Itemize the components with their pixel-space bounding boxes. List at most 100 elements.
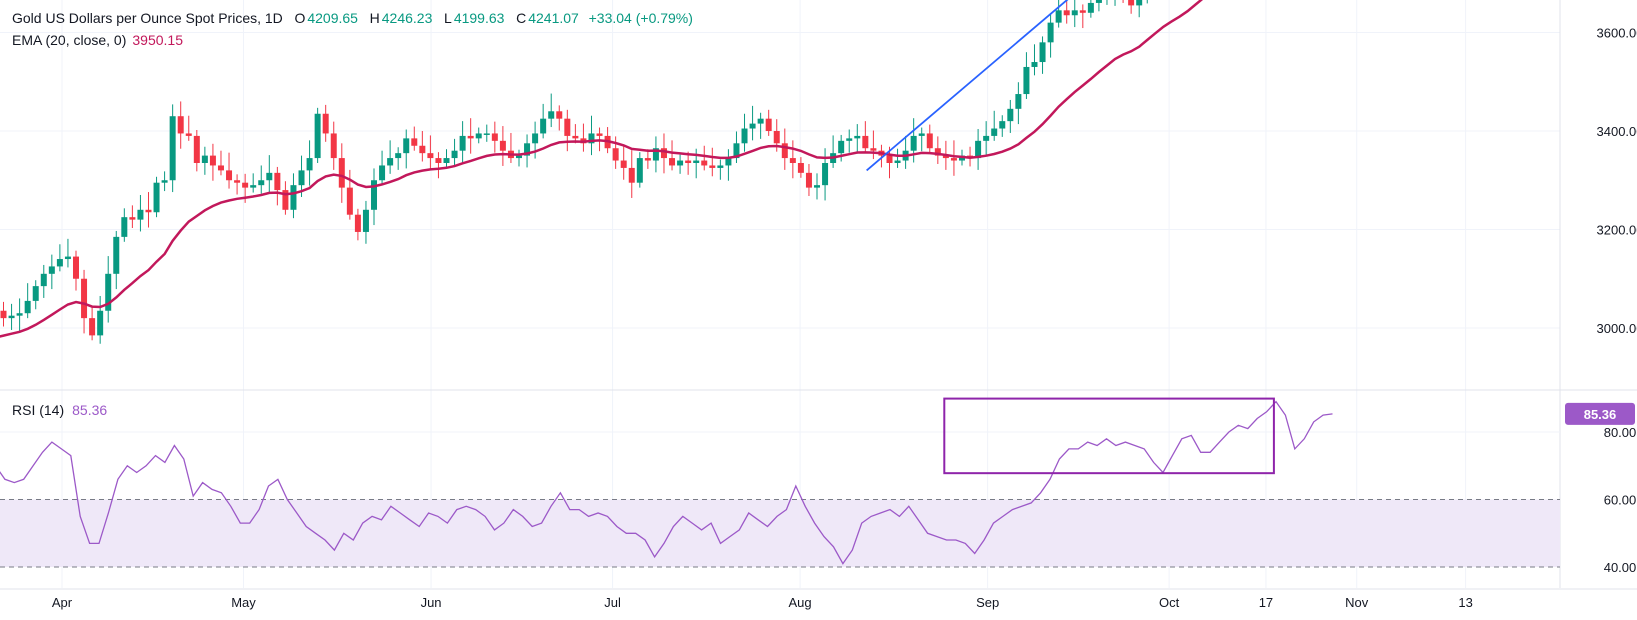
candle-body	[741, 128, 748, 144]
candle-body	[1047, 22, 1054, 43]
candle-body	[781, 143, 788, 159]
axes-labels: 4400.004200.004000.003800.003600.003400.…	[52, 25, 1637, 610]
rsi-tick-label: 80.00	[1604, 425, 1637, 440]
candle-body	[588, 133, 595, 144]
time-tick-label: 17	[1259, 595, 1273, 610]
candle-body	[274, 172, 281, 191]
candle-body	[177, 116, 184, 134]
candle-body	[548, 111, 555, 119]
candle-body	[1136, 0, 1143, 6]
candle-body	[709, 165, 716, 168]
time-tick-label: Apr	[52, 595, 73, 610]
candle-body	[950, 158, 957, 161]
candle-body	[524, 143, 531, 156]
candle-body	[805, 172, 812, 188]
candle-body	[56, 259, 63, 267]
rsi-badge-bg	[1565, 402, 1635, 425]
candle-body	[338, 158, 345, 188]
low-label: L	[444, 10, 452, 26]
rsi-legend: RSI (14) 85.36	[12, 402, 107, 418]
candle-body	[773, 130, 780, 144]
candle-body	[105, 273, 112, 311]
high-value: 4246.23	[381, 10, 433, 26]
time-tick-label: Sep	[976, 595, 999, 610]
candle-body	[749, 123, 756, 129]
candle-body	[97, 310, 104, 336]
candle-body	[975, 140, 982, 159]
candle-body	[1087, 2, 1094, 13]
candle-body	[169, 116, 176, 181]
candle-body	[910, 135, 917, 151]
candle-body	[1128, 0, 1135, 6]
candle-body	[145, 209, 152, 213]
candle-body	[612, 148, 619, 161]
candle-body	[757, 118, 764, 124]
candle-body	[838, 140, 845, 154]
rsi-tick-label: 60.00	[1604, 493, 1637, 508]
candle-body	[540, 118, 547, 134]
candle-body	[499, 140, 506, 151]
candle-body	[822, 163, 829, 186]
candle-body	[258, 180, 265, 186]
candle-body	[1071, 10, 1078, 16]
candle-body	[250, 185, 257, 188]
candle-body	[1095, 0, 1102, 3]
candle-body	[1031, 62, 1038, 67]
candle-body	[24, 300, 31, 314]
candle-body	[362, 209, 369, 232]
rsi-tick-label: 40.00	[1604, 560, 1637, 575]
time-tick-label: 13	[1458, 595, 1472, 610]
price-legend: Gold US Dollars per Ounce Spot Prices, 1…	[12, 10, 693, 26]
close-value: 4241.07	[528, 10, 579, 26]
candle-body	[652, 148, 659, 161]
candle-body	[556, 111, 563, 119]
candle-body	[467, 135, 474, 139]
candle-body	[298, 170, 305, 186]
candle-body	[1039, 42, 1046, 63]
candle-body	[870, 148, 877, 151]
candle-body	[926, 133, 933, 149]
badges-layer: 4241.073950.1585.36	[1565, 402, 1635, 425]
ema-label: EMA (20, close, 0)	[12, 32, 127, 48]
candle-body	[644, 158, 651, 161]
candle-body	[242, 182, 249, 188]
price-tick-label: 3200.00	[1597, 222, 1637, 237]
candle-body	[290, 185, 297, 210]
rsi-neutral-band	[0, 499, 1560, 567]
candle-body	[693, 160, 700, 163]
candle-body	[379, 165, 386, 181]
candle-body	[314, 113, 321, 159]
candle-body	[121, 217, 128, 237]
candle-body	[371, 180, 378, 210]
candle-body	[483, 133, 490, 135]
candles	[0, 0, 1148, 344]
candle-body	[999, 121, 1006, 129]
candle-body	[209, 155, 216, 166]
candle-body	[419, 145, 426, 154]
price-tick-label: 3600.00	[1597, 25, 1637, 40]
candle-body	[564, 118, 571, 136]
candle-body	[572, 135, 579, 139]
candle-body	[854, 135, 861, 139]
time-tick-label: Jul	[604, 595, 621, 610]
candle-body	[395, 153, 402, 159]
candle-body	[129, 217, 136, 220]
candle-body	[217, 165, 224, 171]
candle-body	[660, 148, 667, 159]
candle-body	[677, 160, 684, 166]
open-value: 4209.65	[307, 10, 358, 26]
candle-body	[193, 135, 200, 163]
candle-body	[234, 180, 241, 183]
candle-body	[330, 133, 337, 159]
candle-body	[1063, 10, 1070, 16]
change-value: +33.04 (+0.79%)	[588, 10, 693, 26]
rsi-line	[0, 400, 1333, 565]
candle-body	[1023, 66, 1030, 95]
candle-body	[475, 133, 482, 139]
candle-body	[862, 135, 869, 149]
candle-body	[1055, 10, 1062, 23]
candle-body	[886, 155, 893, 163]
candle-body	[64, 256, 71, 260]
